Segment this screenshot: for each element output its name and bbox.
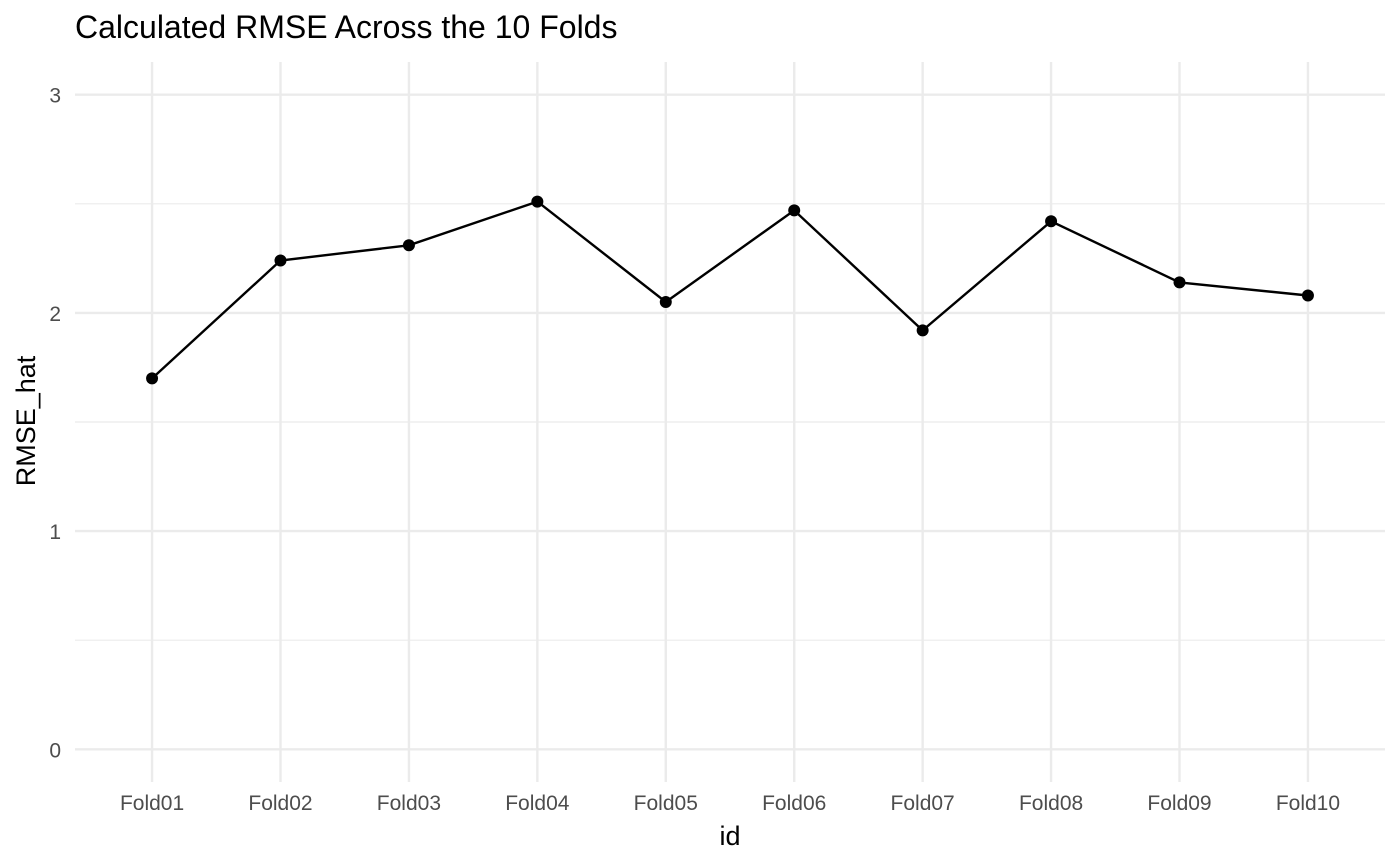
x-axis-ticks: Fold01 Fold02 Fold03 Fold04 Fold05 Fold06 Fold…	[120, 792, 1340, 815]
x-tick-label: Fold08	[1019, 792, 1083, 815]
data-point	[1301, 289, 1314, 302]
x-tick-label: Fold10	[1276, 792, 1340, 815]
x-axis-title: id	[719, 821, 740, 851]
data-point	[916, 324, 929, 337]
data-point	[146, 372, 159, 385]
x-tick-label: Fold07	[891, 792, 955, 815]
y-axis-ticks: 0 1 2 3	[49, 85, 61, 763]
y-tick-label: 1	[49, 521, 61, 544]
series-line	[151, 200, 1309, 380]
data-point	[1045, 215, 1058, 228]
series-rmse	[146, 195, 1314, 385]
grid-lines	[75, 62, 1385, 782]
x-tick-label: Fold04	[505, 792, 570, 815]
x-tick-label: Fold01	[120, 792, 184, 815]
x-tick-label: Fold06	[762, 792, 826, 815]
data-point	[274, 254, 287, 267]
y-axis-title: RMSE_hat	[11, 355, 41, 486]
y-tick-label: 3	[49, 85, 61, 108]
chart-title: Calculated RMSE Across the 10 Folds	[75, 9, 617, 45]
data-point	[531, 195, 544, 208]
data-point	[402, 239, 415, 252]
x-tick-label: Fold03	[377, 792, 441, 815]
data-point	[1173, 276, 1186, 289]
data-point	[788, 204, 801, 217]
data-point	[659, 296, 672, 308]
x-tick-label: Fold05	[634, 792, 698, 815]
x-tick-label: Fold02	[248, 792, 312, 815]
y-tick-label: 0	[49, 739, 61, 762]
x-tick-label: Fold09	[1147, 792, 1211, 815]
y-tick-label: 2	[49, 303, 61, 326]
